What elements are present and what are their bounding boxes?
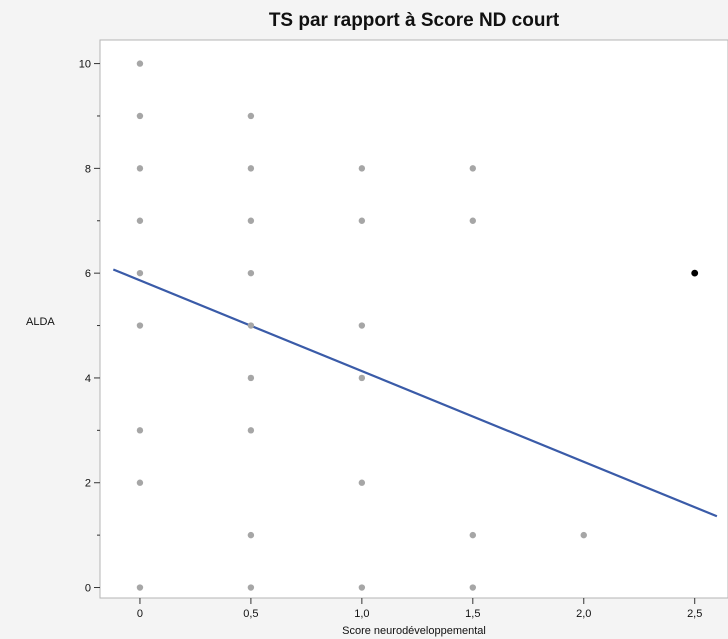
- data-point: [136, 269, 144, 277]
- x-tick-label: 1,5: [465, 608, 480, 620]
- data-point: [136, 112, 144, 120]
- x-tick-label: 2,0: [576, 608, 591, 620]
- y-tick-label: 8: [85, 163, 91, 175]
- x-tick-label: 0: [137, 608, 143, 620]
- chart-title: TS par rapport à Score ND court: [268, 10, 560, 31]
- x-tick-label: 1,0: [354, 608, 369, 620]
- data-point: [247, 427, 255, 434]
- data-point: [358, 479, 366, 486]
- data-point: [247, 531, 255, 539]
- data-point: [136, 217, 144, 224]
- data-point: [136, 427, 144, 434]
- data-point: [358, 165, 366, 172]
- data-point: [247, 269, 255, 277]
- data-point: [358, 217, 366, 224]
- data-point: [136, 165, 144, 172]
- x-tick-label: 0,5: [243, 608, 258, 620]
- plot-area: [99, 39, 728, 599]
- data-point: [469, 165, 477, 172]
- data-point: [247, 322, 255, 329]
- y-axis-label: ALDA: [26, 316, 55, 328]
- data-point: [358, 322, 366, 329]
- y-tick-label: 10: [79, 59, 91, 71]
- y-tick-label: 0: [85, 583, 91, 595]
- y-tick-label: 6: [85, 268, 91, 280]
- data-point: [469, 584, 477, 591]
- y-tick-label: 4: [85, 373, 91, 385]
- fit-line: [112, 268, 718, 518]
- data-point: [469, 531, 477, 539]
- data-point: [358, 374, 366, 382]
- data-point: [358, 584, 366, 591]
- data-point: [469, 217, 477, 224]
- data-point: [136, 584, 144, 591]
- data-point: [136, 479, 144, 486]
- data-point: [247, 584, 255, 591]
- x-axis-label: Score neurodéveloppemental: [342, 625, 486, 637]
- data-point: [247, 112, 255, 120]
- data-point: [247, 217, 255, 224]
- highlighted-data-point: [691, 269, 699, 277]
- data-point: [136, 322, 144, 329]
- data-point: [580, 531, 587, 539]
- data-point: [247, 374, 255, 382]
- y-tick-label: 2: [85, 478, 91, 490]
- data-point: [136, 60, 144, 67]
- x-tick-label: 2,5: [687, 608, 702, 620]
- data-point: [247, 165, 255, 172]
